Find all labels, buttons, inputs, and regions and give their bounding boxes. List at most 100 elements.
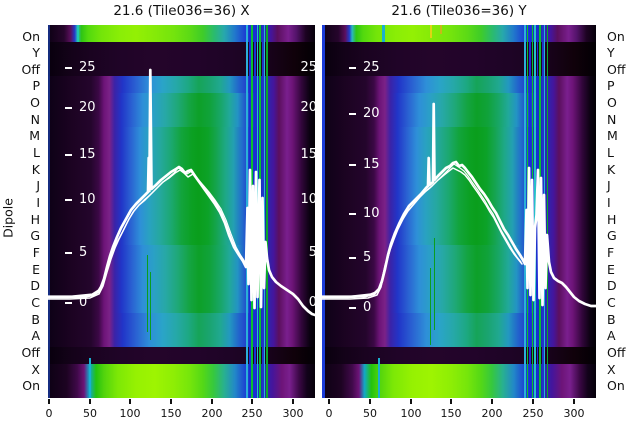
x-tick-label: 100 [119,407,141,420]
rfi-stripe [526,25,528,398]
dipole-label-left: M [29,128,40,144]
dipole-label-right: B [607,311,616,327]
dipole-label-left: On [22,378,40,394]
dipole-label-left: C [31,294,40,310]
rfi-stripe [539,25,541,398]
heatmap-row-a-18 [48,330,315,348]
x-tick-label: 150 [440,407,462,420]
x-tick-mark [328,399,330,404]
dipole-axis-label: Dipole [0,198,16,238]
rfi-stripe [430,268,431,345]
heatmap-row-b-17 [48,313,315,331]
dipole-label-left: K [31,161,40,177]
inner-db-tick-label: 10 [363,206,380,221]
dipole-label-right: D [607,278,617,294]
rfi-stripe [524,25,526,398]
dipole-label-right: On [607,378,625,394]
dipole-label-right: A [607,328,616,344]
x-tick-mark [170,399,172,404]
x-tick-label: 200 [201,407,223,420]
rfi-stripe [534,25,536,398]
rfi-stripe [378,358,380,398]
dipole-label-left: On [22,28,40,44]
dipole-label-right: Y [607,45,615,61]
dipole-label-right: N [607,111,617,127]
dipole-label-left: H [30,211,40,227]
rfi-stripe [544,25,545,398]
heatmap-row-m-6 [322,126,596,144]
heatmap-row-h-11 [48,211,315,229]
x-tick-label: 200 [481,407,503,420]
inner-db-tick-mark [65,107,72,109]
heatmap-row-x-20 [48,364,315,382]
x-tick-label: 100 [400,407,422,420]
x-tick-label: 300 [563,407,585,420]
heatmap-row-j-9 [322,177,596,195]
heatmap-row-g-12 [48,228,315,246]
x-tick-mark [491,399,493,404]
dipole-label-right: I [607,195,611,211]
inner-db-tick-mark [65,252,72,254]
dipole-label-left: Y [32,45,40,61]
inner-db-tick-label: 15 [363,157,380,172]
heatmap-row-on-0 [48,25,315,42]
heatmap-row-off-19 [322,347,596,365]
heatmap-row-p-3 [322,75,596,93]
inner-db-right-label: 20 [300,100,315,115]
dipole-label-left: F [32,244,40,260]
inner-db-tick-label: 10 [79,192,96,207]
dipole-label-left: X [31,361,40,377]
inner-db-right-label: 15 [300,147,315,162]
inner-db-tick-label: 20 [363,106,380,121]
heatmap-row-y-1 [322,41,596,59]
inner-db-tick-mark [349,113,356,115]
heatmap-row-k-8 [48,160,315,178]
x-tick-mark [89,399,91,404]
panel-title-x: 21.6 (Tile036=36) X [113,3,250,19]
dipole-label-right: E [607,261,615,277]
rfi-stripe [77,25,79,42]
dipole-label-right: F [607,244,615,260]
rfi-stripe [382,25,385,42]
dipole-label-right: C [607,294,616,310]
rfi-stripe [531,25,533,398]
x-tick-label: 50 [363,407,377,420]
inner-db-tick-label: 0 [79,295,88,310]
heatmap-row-e-14 [48,262,315,280]
dipole-label-left: N [30,111,40,127]
heatmap-row-d-15 [48,279,315,297]
rfi-stripe [266,25,268,398]
heatmap-row-on-21 [322,381,596,398]
dipole-label-left: O [30,95,40,111]
rfi-stripe [256,25,258,398]
inner-db-tick-label: 0 [363,300,372,315]
dipole-label-left: E [32,261,40,277]
heatmap-row-d-15 [322,279,596,297]
x-tick-mark [251,399,253,404]
heatmap-row-g-12 [322,228,596,246]
inner-db-tick-mark [349,307,356,309]
inner-db-tick-mark [349,67,356,69]
heatmap-row-x-20 [322,364,596,382]
rfi-stripe [433,238,435,330]
dipole-label-left: Off [21,61,40,77]
dipole-label-right: O [607,95,617,111]
x-tick-mark [573,399,575,404]
inner-db-tick-mark [65,67,72,69]
inner-db-tick-mark [65,199,72,201]
rfi-stripe [536,25,538,398]
heatmap-row-on-0 [322,25,596,42]
rfi-stripe [430,25,432,38]
x-tick-label: 250 [522,407,544,420]
panel-title-y: 21.6 (Tile036=36) Y [391,3,527,19]
dipole-label-left: I [36,195,40,211]
dipole-label-left: P [32,78,40,94]
x-tick-label: 0 [325,407,333,420]
dipole-label-right: G [607,228,617,244]
dipole-label-right: K [607,161,616,177]
inner-db-tick-mark [349,257,356,259]
dipole-label-right: L [607,145,614,161]
x-tick-mark [410,399,412,404]
x-tick-label: 250 [241,407,263,420]
